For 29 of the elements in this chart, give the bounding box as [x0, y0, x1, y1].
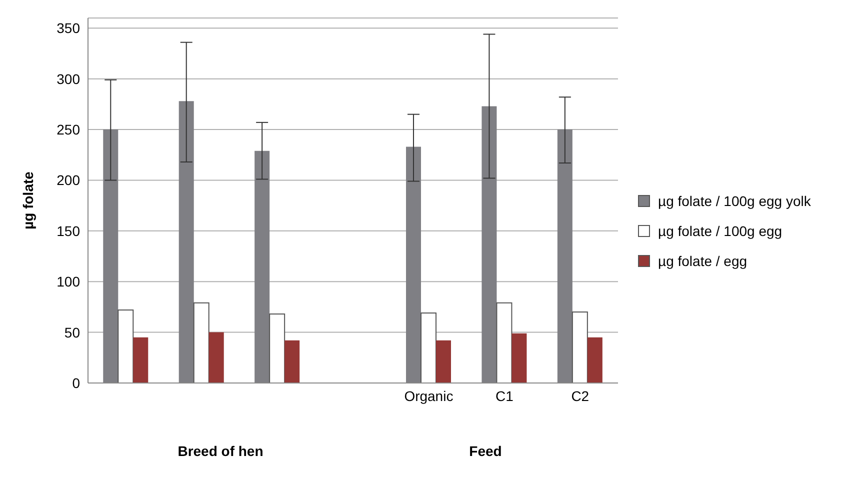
legend-label: µg folate / 100g egg yolk — [658, 193, 811, 209]
x-tick-label: C1 — [495, 388, 514, 404]
y-axis-title: µg folate — [20, 171, 36, 230]
y-tick-label: 150 — [56, 222, 80, 239]
bar — [133, 337, 148, 383]
text: Breed of hen — [176, 443, 264, 459]
bar — [269, 314, 286, 383]
legend-label: µg folate / egg — [658, 253, 748, 269]
text: Feed — [468, 443, 503, 459]
y-tick-label: 250 — [56, 122, 80, 138]
legend-label: µg folate / 100g egg — [658, 223, 782, 239]
bar — [587, 337, 602, 383]
bar — [208, 332, 224, 383]
bar — [193, 302, 210, 383]
bar — [572, 312, 588, 383]
bar — [512, 333, 527, 383]
bar — [496, 302, 512, 383]
x-tick-label: Organic — [404, 388, 454, 404]
y-tick-label: 300 — [56, 70, 80, 87]
bar — [420, 312, 436, 383]
y-tick-label: 350 — [56, 20, 80, 36]
bar — [118, 310, 134, 383]
y-tick-label: 50 — [64, 324, 80, 340]
bar — [436, 340, 451, 383]
x-tick-label: C2 — [571, 388, 590, 404]
bar — [284, 340, 300, 383]
y-tick-label: 0 — [72, 374, 80, 391]
y-tick-label: 200 — [56, 172, 80, 188]
y-tick-label: 100 — [56, 274, 80, 290]
